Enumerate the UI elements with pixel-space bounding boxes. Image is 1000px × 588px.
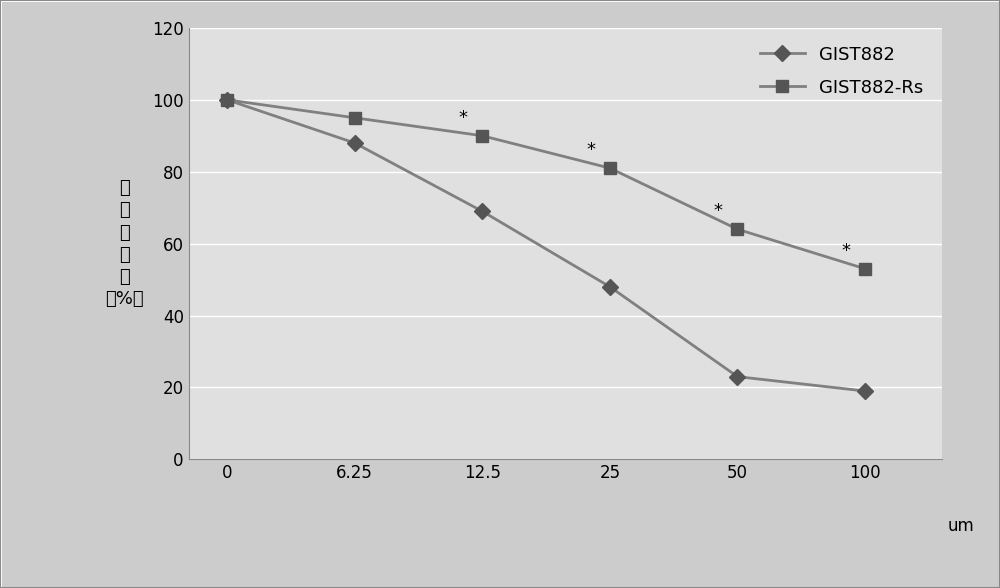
GIST882	[859, 387, 871, 395]
GIST882	[476, 208, 488, 215]
Text: *: *	[459, 109, 468, 127]
GIST882-Rs	[731, 226, 743, 233]
Text: *: *	[714, 202, 723, 220]
Legend: GIST882, GIST882-Rs: GIST882, GIST882-Rs	[751, 37, 933, 106]
GIST882	[604, 283, 616, 290]
Text: *: *	[841, 242, 850, 260]
GIST882-Rs	[604, 165, 616, 172]
GIST882	[349, 139, 361, 146]
Text: um: um	[948, 517, 975, 535]
GIST882	[731, 373, 743, 380]
Line: GIST882-Rs: GIST882-Rs	[221, 94, 871, 275]
GIST882	[221, 96, 233, 103]
GIST882-Rs	[221, 96, 233, 103]
GIST882-Rs	[476, 132, 488, 139]
Line: GIST882: GIST882	[221, 94, 871, 396]
GIST882-Rs	[349, 114, 361, 121]
Text: *: *	[586, 141, 595, 159]
GIST882-Rs	[859, 265, 871, 272]
Y-axis label: 细
胞
存
活
率
（%）: 细 胞 存 活 率 （%）	[105, 179, 144, 308]
